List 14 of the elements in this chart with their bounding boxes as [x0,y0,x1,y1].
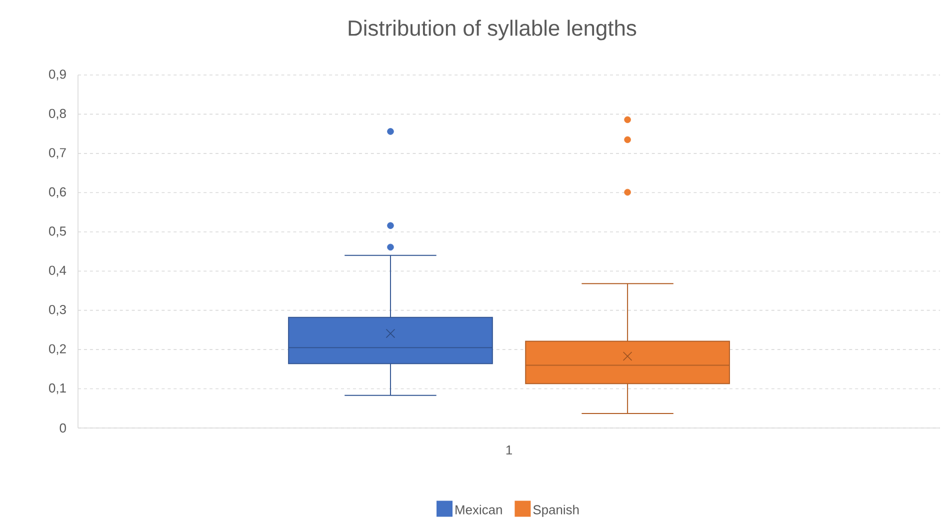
y-tick-label: 0,9 [48,70,66,80]
y-tick-label: 0 [60,423,66,433]
y-tick-label: 0,6 [48,187,66,198]
legend-label: Spanish [533,504,579,517]
y-tick-label: 0,4 [48,266,66,276]
y-tick-label: 0,3 [48,304,66,316]
x-tick-label: 1 [506,446,512,454]
y-tick-label: 0,8 [48,108,66,120]
y-tick-label: 0,2 [48,344,66,355]
y-tick-label: 0,5 [48,226,66,238]
chart-title: Distribution of syllable lengths [348,20,636,40]
y-tick-label: 0,7 [48,148,66,159]
y-tick-label: 0,1 [48,383,66,394]
legend-label: Mexican [456,504,502,514]
